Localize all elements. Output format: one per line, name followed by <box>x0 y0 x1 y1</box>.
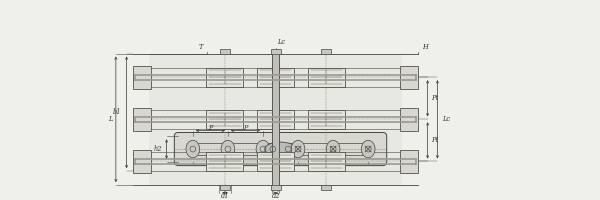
Bar <box>271 49 281 54</box>
Bar <box>220 185 230 190</box>
Ellipse shape <box>361 140 375 158</box>
Text: L: L <box>107 115 112 123</box>
Text: H: H <box>422 43 428 51</box>
Bar <box>133 108 151 131</box>
Bar <box>149 54 402 185</box>
Text: P: P <box>243 124 248 132</box>
Ellipse shape <box>291 140 305 158</box>
Bar <box>133 66 151 89</box>
Bar <box>400 150 418 173</box>
Ellipse shape <box>256 140 270 158</box>
Bar <box>322 49 331 54</box>
Ellipse shape <box>326 140 340 158</box>
Text: P: P <box>208 124 212 132</box>
Bar <box>220 49 230 54</box>
Bar <box>133 150 151 173</box>
Bar <box>206 68 244 87</box>
Text: b1: b1 <box>113 108 122 116</box>
Bar <box>308 152 345 171</box>
Bar <box>322 185 331 190</box>
Bar <box>257 152 294 171</box>
Text: Lc: Lc <box>442 115 451 123</box>
Bar <box>257 68 294 87</box>
Bar <box>206 110 244 129</box>
Bar <box>272 52 279 187</box>
Text: Pt: Pt <box>431 136 439 144</box>
Bar <box>308 68 345 87</box>
Bar <box>206 152 244 171</box>
Text: h2: h2 <box>154 145 163 153</box>
Ellipse shape <box>265 142 296 156</box>
Text: Pt: Pt <box>431 94 439 102</box>
Text: d1: d1 <box>221 192 229 200</box>
Bar <box>271 185 281 190</box>
Bar <box>257 110 294 129</box>
Text: d2: d2 <box>271 192 280 200</box>
FancyBboxPatch shape <box>175 132 387 166</box>
Bar <box>400 108 418 131</box>
Ellipse shape <box>221 140 235 158</box>
Ellipse shape <box>186 140 200 158</box>
Bar <box>308 110 345 129</box>
Text: T: T <box>199 43 203 51</box>
Bar <box>400 66 418 89</box>
Text: Lc: Lc <box>278 38 286 46</box>
